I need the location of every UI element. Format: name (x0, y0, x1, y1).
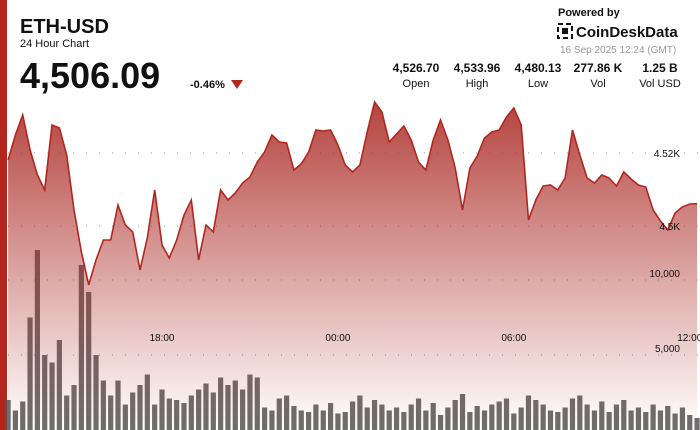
plot: 4.52K 4.5K 10,000 5,000 18:00 00:00 06:00 12:00 (5, 100, 700, 430)
volume-bar (5, 400, 11, 430)
title: ETH-USD (20, 16, 109, 38)
x-tick-label: 12:00 (677, 333, 700, 344)
down-arrow (231, 80, 243, 89)
stat-value: 4,526.70 (393, 61, 440, 75)
stat-label: High (466, 78, 489, 90)
brand: CoinDeskData (576, 24, 678, 41)
stat-value: 4,533.96 (454, 61, 501, 75)
y2-tick-label: 5,000 (655, 344, 680, 355)
timestamp: 16 Sep 2025 12:24 (GMT) (560, 45, 676, 56)
x-tick-label: 06:00 (501, 333, 526, 344)
y-tick-label: 4.52K (654, 149, 680, 160)
stat-value: 4,480.13 (515, 61, 562, 75)
stat-value: 1.25 B (642, 61, 678, 75)
x-tick-label: 18:00 (149, 333, 174, 344)
powered-by: Powered by (558, 7, 621, 19)
x-tick-label: 00:00 (325, 333, 350, 344)
subtitle: 24 Hour Chart (20, 38, 89, 50)
stat-value: 277.86 K (574, 61, 623, 75)
price-area (8, 102, 698, 430)
accent-strip (0, 0, 7, 430)
price: 4,506.09 (20, 55, 160, 96)
y2-tick-label: 10,000 (649, 269, 680, 280)
stat-label: Vol (590, 78, 605, 90)
stat-label: Low (528, 78, 548, 90)
change: -0.46% (190, 79, 225, 91)
brand-logo (557, 23, 573, 39)
price-line (7, 100, 698, 286)
stat-label: Vol USD (639, 78, 681, 90)
stat-label: Open (403, 78, 430, 90)
stats: 4,526.70 Open 4,533.96 High 4,480.13 Low 277.8… (393, 61, 681, 90)
y-tick-label: 4.5K (659, 222, 680, 233)
